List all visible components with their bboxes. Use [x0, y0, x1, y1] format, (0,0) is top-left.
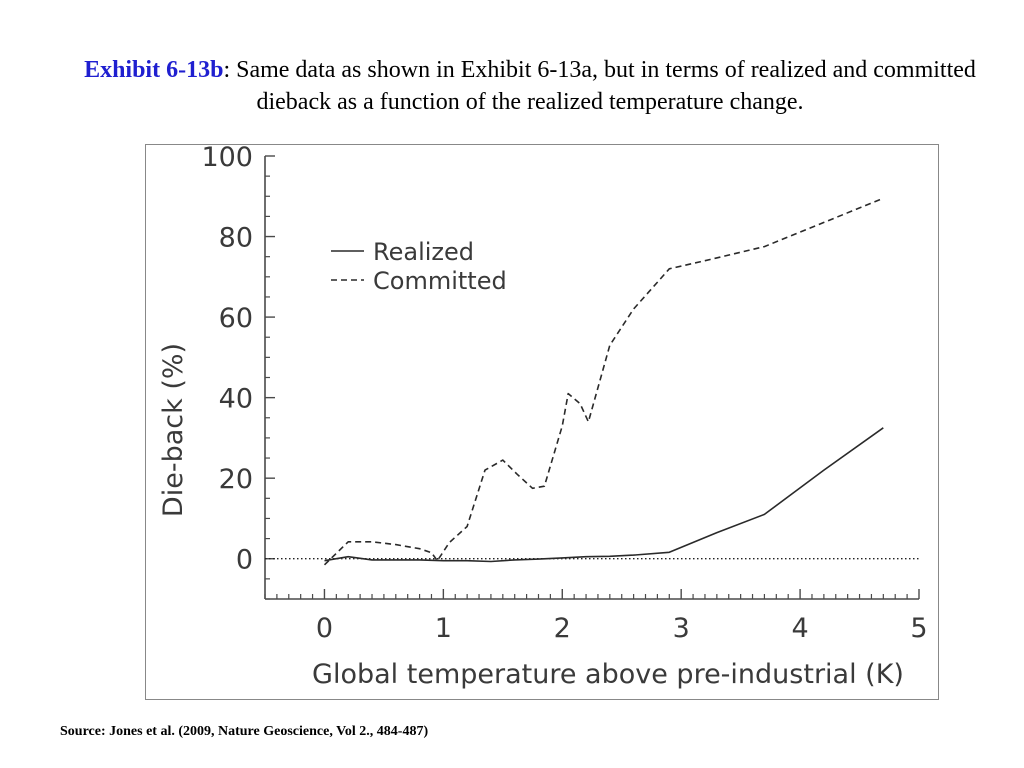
y-tick-label: 80: [219, 223, 253, 254]
x-tick-label: 5: [910, 613, 927, 644]
exhibit-label: Exhibit 6-13b: [84, 57, 224, 83]
legend-label-realized: Realized: [373, 238, 474, 266]
chart-panel: 0 20 40 60 80 100 0 1 2 3 4 5 Realized Committed Glo…: [145, 144, 939, 700]
y-axis-label: Die-back (%): [158, 343, 189, 517]
x-axis-label: Global temperature above pre-industrial …: [312, 659, 904, 690]
y-tick-label: 100: [201, 145, 253, 173]
y-tick-label: 60: [219, 303, 253, 334]
y-tick-label: 40: [219, 384, 253, 415]
y-tick-label: 20: [219, 464, 253, 495]
series-lines: [323, 197, 884, 566]
x-tick-label: 2: [554, 613, 571, 644]
exhibit-description: : Same data as shown in Exhibit 6-13a, b…: [223, 57, 976, 115]
x-tick-label: 0: [316, 613, 333, 644]
exhibit-caption: Exhibit 6-13b: Same data as shown in Exh…: [60, 54, 1000, 118]
series-line-realized: [324, 427, 884, 563]
axes: 0 20 40 60 80 100 0 1 2 3 4 5: [201, 145, 927, 644]
x-tick-label: 4: [791, 613, 808, 644]
source-citation: Source: Jones et al. (2009, Nature Geosc…: [60, 724, 429, 739]
x-tick-label: 3: [673, 613, 690, 644]
x-tick-label: 1: [435, 613, 452, 644]
y-tick-label: 0: [236, 545, 253, 576]
legend-label-committed: Committed: [373, 267, 507, 295]
